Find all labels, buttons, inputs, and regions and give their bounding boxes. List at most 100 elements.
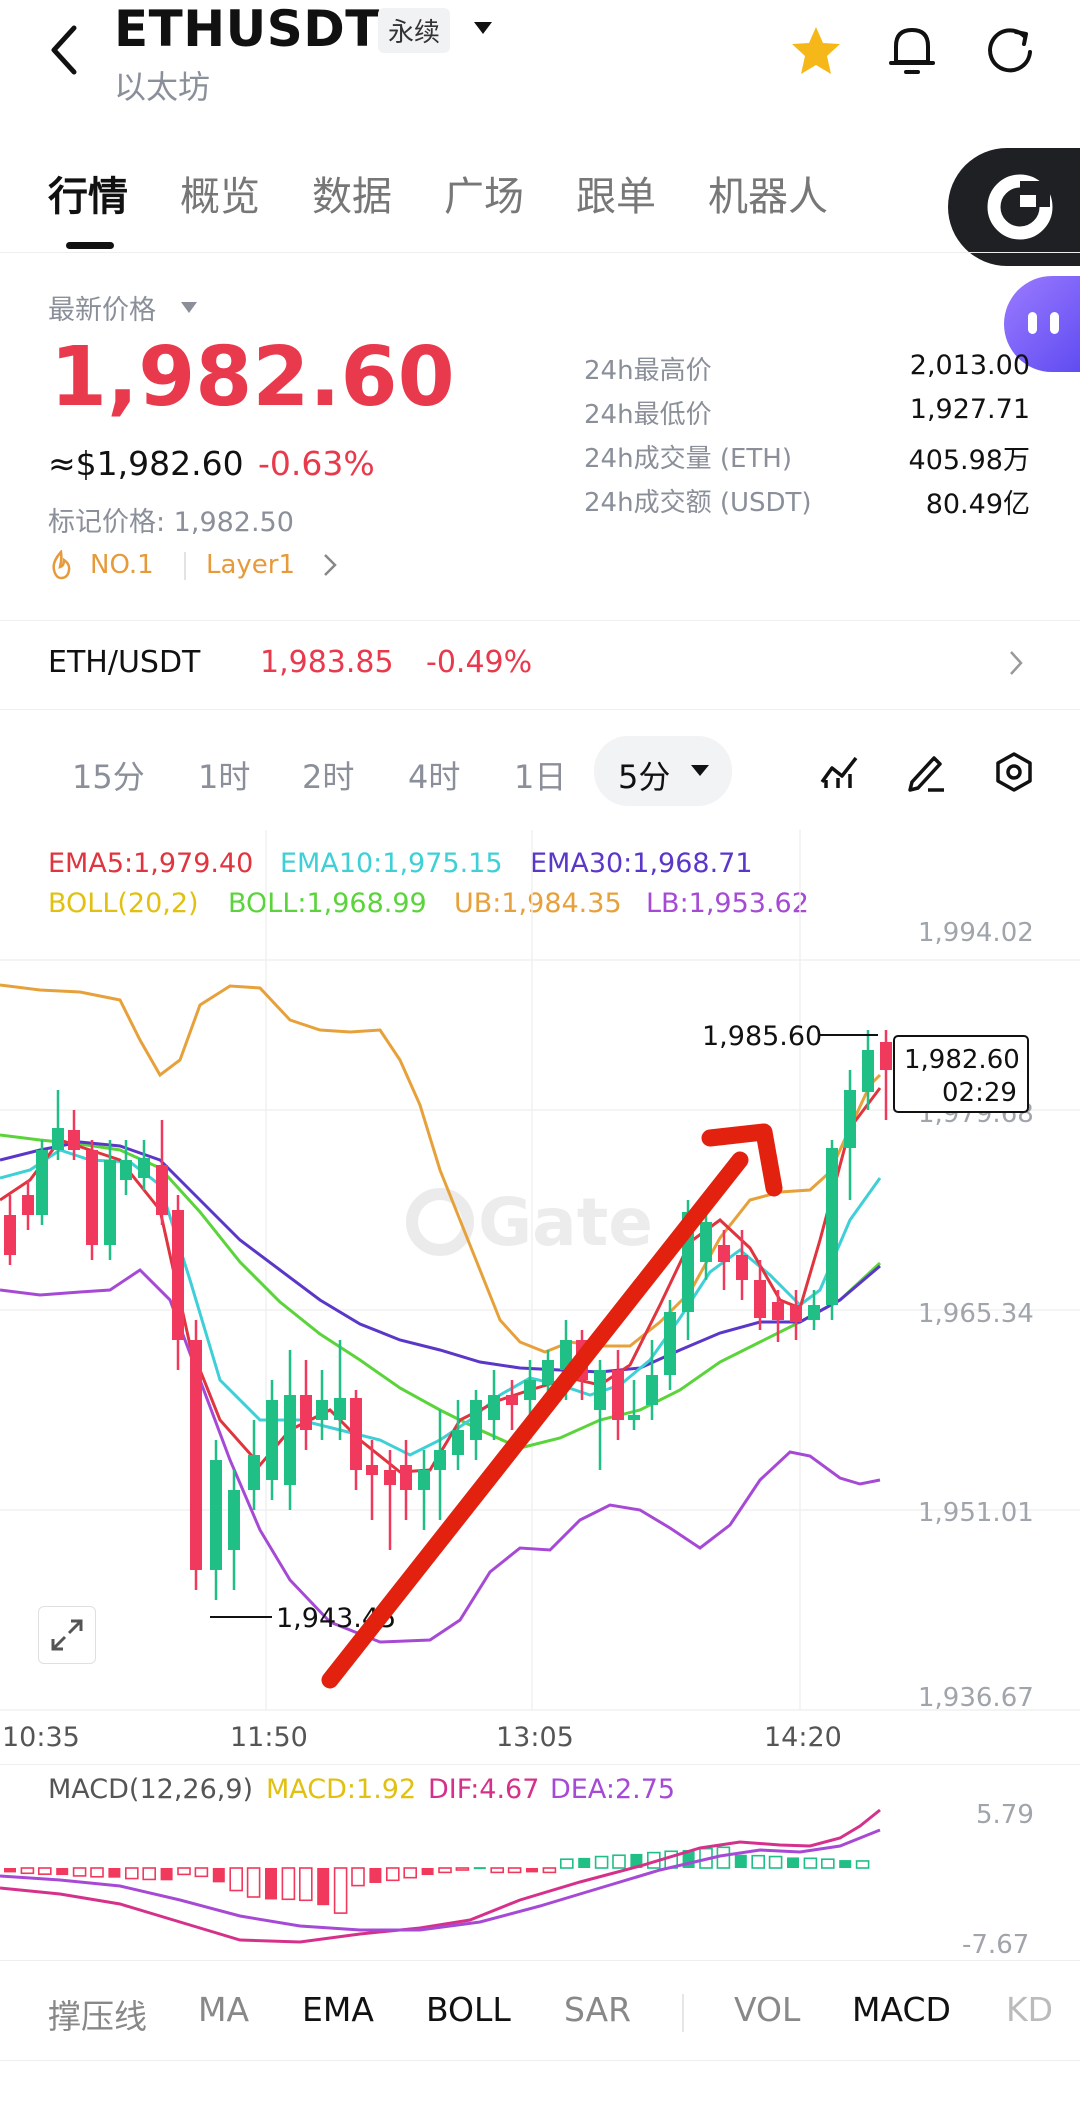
timeframe-4h[interactable]: 4时 xyxy=(408,758,461,796)
ema30-line xyxy=(0,1140,881,1374)
macd-bar xyxy=(455,1867,470,1871)
candle-body xyxy=(22,1195,34,1215)
spot-price: 1,983.85 xyxy=(260,645,394,680)
sar-tab[interactable]: SAR xyxy=(564,1990,632,2029)
macd-bar xyxy=(56,1868,69,1876)
macd-bar xyxy=(578,1857,591,1868)
symbol-dropdown-icon[interactable] xyxy=(472,20,494,40)
candle-body xyxy=(68,1130,80,1150)
macd-value: MACD:1.92 xyxy=(266,1774,417,1805)
ma-tab[interactable]: MA xyxy=(198,1990,250,2029)
expand-chart-icon[interactable] xyxy=(38,1606,96,1664)
support-resistance-tab[interactable]: 撑压线 xyxy=(48,1997,147,2036)
candle-body xyxy=(880,1042,892,1070)
candle-body xyxy=(284,1395,296,1485)
draw-pen-icon[interactable] xyxy=(904,750,948,796)
macd-bar xyxy=(559,1858,574,1869)
settings-hex-icon[interactable] xyxy=(992,750,1036,798)
macd-chart[interactable] xyxy=(0,1800,1080,1970)
boll-tab[interactable]: BOLL xyxy=(426,1990,511,2029)
macd-bar xyxy=(108,1868,121,1878)
usd-price: ≈$1,982.60 xyxy=(48,444,244,483)
macd-bar xyxy=(612,1854,626,1869)
timeframe-1h[interactable]: 1时 xyxy=(198,758,251,796)
candle-body xyxy=(718,1245,730,1262)
x-tick: 13:05 xyxy=(496,1722,574,1753)
timeframe-2h[interactable]: 2时 xyxy=(302,758,355,796)
candle-body xyxy=(248,1455,260,1490)
tab-market[interactable]: 行情 xyxy=(48,174,128,220)
spot-chevron-icon[interactable] xyxy=(1008,649,1024,681)
gate-floating-button[interactable] xyxy=(948,148,1080,266)
dif-value: DIF:4.67 xyxy=(428,1774,540,1805)
stat-value: 405.98万 xyxy=(908,445,1030,476)
candle-body xyxy=(316,1400,328,1420)
boll-upper-line xyxy=(0,983,882,1354)
candle-body xyxy=(36,1150,48,1215)
macd-bar xyxy=(125,1867,139,1880)
category-badge[interactable]: Layer1 xyxy=(206,550,296,580)
macd-bar xyxy=(194,1867,209,1878)
candle-body xyxy=(790,1305,802,1322)
badge-divider xyxy=(184,552,186,580)
tab-bot[interactable]: 机器人 xyxy=(708,174,828,220)
category-chevron-icon[interactable] xyxy=(322,552,338,582)
vol-tab[interactable]: VOL xyxy=(734,1990,801,2029)
candle-body xyxy=(542,1360,554,1385)
watermark-text: Gate xyxy=(478,1184,653,1261)
candle-body xyxy=(664,1312,676,1375)
macd-bar xyxy=(820,1858,835,1869)
timeframe-1d[interactable]: 1日 xyxy=(514,758,567,796)
stat-label: 24h最低价 xyxy=(584,400,712,430)
symbol-title[interactable]: ETHUSDT xyxy=(114,0,380,58)
spot-row[interactable]: ETH/USDT 1,983.85 -0.49% xyxy=(0,620,1080,710)
ub-legend: UB:1,984.35 xyxy=(454,888,622,919)
candle-body xyxy=(156,1165,168,1215)
lb-legend: LB:1,953.62 xyxy=(646,888,809,919)
stat-value: 1,927.71 xyxy=(909,394,1030,425)
bottom-divider xyxy=(0,2060,1080,2061)
timeframe-dropdown-icon xyxy=(691,765,709,776)
ema-tab[interactable]: EMA xyxy=(302,1990,374,2029)
rank-badge[interactable]: NO.1 xyxy=(90,550,154,580)
macd-tab[interactable]: MACD xyxy=(852,1990,951,2029)
last-price: 1,982.60 xyxy=(50,330,455,425)
macd-top-tick: 5.79 xyxy=(976,1800,1034,1830)
macd-bar xyxy=(369,1868,382,1883)
bell-icon[interactable] xyxy=(886,22,938,82)
candle-body xyxy=(366,1465,378,1475)
star-icon[interactable] xyxy=(788,24,844,82)
candle-body xyxy=(384,1470,396,1485)
candle-body xyxy=(434,1450,446,1470)
candle-body xyxy=(172,1210,184,1340)
candle-body xyxy=(700,1222,712,1262)
price-label-dropdown-icon[interactable] xyxy=(180,300,198,319)
refresh-icon[interactable] xyxy=(982,22,1038,82)
tab-overview[interactable]: 概览 xyxy=(180,174,260,220)
candle-body xyxy=(300,1395,312,1430)
candlestick-chart[interactable]: Gate 1,985.60 1,943.45 1,994.02 1,979.68… xyxy=(0,830,1080,1730)
divider xyxy=(0,1960,1080,1961)
tab-data[interactable]: 数据 xyxy=(312,174,392,220)
kd-tab[interactable]: KD xyxy=(1006,1990,1054,2029)
tab-square[interactable]: 广场 xyxy=(444,174,524,220)
spot-change: -0.49% xyxy=(426,645,533,680)
latest-price-label[interactable]: 最新价格 xyxy=(48,295,156,326)
macd-bar xyxy=(142,1867,156,1881)
candle-body xyxy=(772,1302,784,1320)
macd-bar xyxy=(751,1854,766,1869)
macd-bar xyxy=(246,1867,261,1898)
timeframe-15m[interactable]: 15分 xyxy=(72,758,145,796)
macd-bar xyxy=(37,1867,52,1875)
active-timeframe: 5分 xyxy=(618,758,671,796)
indicator-icon[interactable] xyxy=(818,752,862,796)
macd-bar xyxy=(855,1860,870,1869)
stat-label: 24h成交量 (ETH) xyxy=(584,444,792,474)
annotation-arrow-shaft xyxy=(321,1151,749,1689)
price-change: -0.63% xyxy=(258,444,375,483)
timeframe-selector[interactable]: 5分 xyxy=(594,736,732,806)
ai-assistant-icon[interactable] xyxy=(1004,276,1080,372)
back-arrow-icon[interactable] xyxy=(44,22,84,78)
divider xyxy=(0,1764,1080,1765)
tab-copy-trade[interactable]: 跟单 xyxy=(576,174,656,220)
